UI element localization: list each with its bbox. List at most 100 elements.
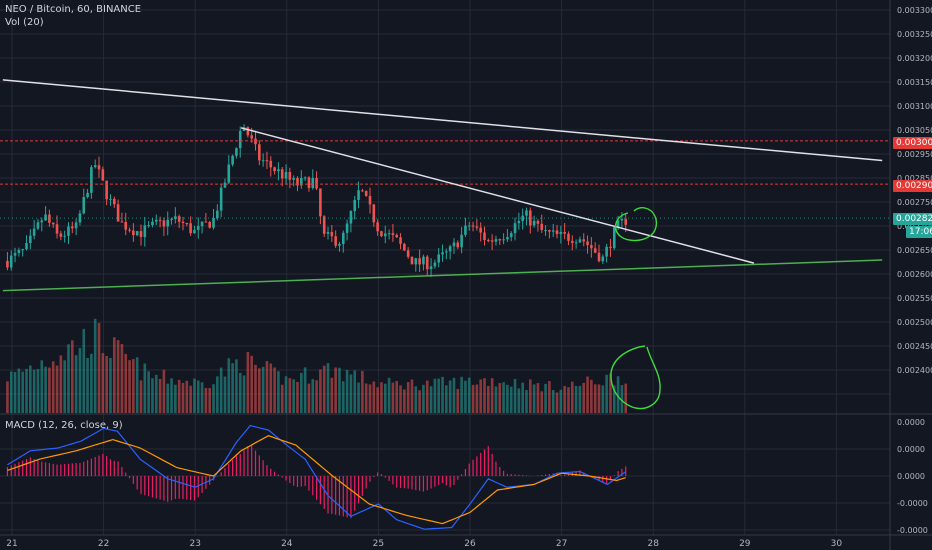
symbol-legend[interactable]: NEO / Bitcoin, 60, BINANCE — [5, 4, 142, 15]
candle-body — [105, 180, 108, 200]
candle-body — [395, 235, 399, 238]
volume-bar — [143, 363, 147, 413]
candle-body — [6, 260, 9, 268]
candle-body — [410, 256, 414, 265]
volume-bar — [139, 380, 143, 413]
candle-body — [609, 246, 612, 249]
volume-bar — [74, 355, 78, 413]
candle-body — [582, 239, 586, 242]
volume-bar — [231, 363, 234, 413]
volume-bar — [399, 385, 402, 413]
candle-body — [456, 242, 460, 248]
volume-bar — [410, 379, 414, 413]
volume-bar — [529, 379, 532, 413]
volume-bar — [151, 378, 154, 413]
candle-body — [338, 243, 341, 246]
candle-body — [506, 237, 509, 240]
macd-tick-label: 0.0000 — [897, 472, 925, 481]
time-tick-label: 24 — [281, 539, 293, 549]
volume-bar — [620, 385, 624, 413]
volume-bar — [578, 385, 582, 413]
candle-body — [216, 210, 219, 219]
candle-body — [570, 240, 574, 243]
candle-body — [525, 210, 528, 216]
time-tick-label: 22 — [98, 539, 109, 549]
macd-legend[interactable]: MACD (12, 26, close, 9) — [5, 420, 123, 431]
price-tick-label: 0.003100 — [897, 102, 932, 111]
volume-bar — [521, 382, 524, 413]
candle-body — [555, 230, 559, 235]
candle-body — [529, 210, 532, 226]
candle-body — [250, 135, 253, 139]
horizontal-levels — [0, 140, 890, 219]
candle-body — [391, 233, 395, 236]
candle-body — [605, 246, 608, 257]
candle-body — [13, 253, 17, 256]
candle-body — [376, 222, 379, 232]
volume-bar — [300, 372, 303, 413]
candle-body — [429, 266, 433, 270]
volume-bar — [525, 390, 528, 413]
volume-bar — [425, 380, 429, 413]
volume-bar — [261, 366, 265, 413]
candle-body — [544, 230, 547, 232]
volume-legend[interactable]: Vol (20) — [5, 17, 44, 28]
volume-bar — [124, 353, 128, 413]
volume-bar — [544, 383, 547, 413]
candle-body — [586, 241, 589, 246]
candle-body — [357, 190, 360, 200]
volume-bar — [254, 364, 257, 413]
candle-body — [219, 187, 223, 211]
candle-body — [29, 235, 32, 244]
volume-bar — [570, 381, 574, 413]
candle-body — [414, 258, 418, 265]
candle-body — [422, 256, 425, 265]
candle-body — [624, 218, 628, 225]
volume-bar — [269, 363, 273, 413]
candle-body — [372, 204, 376, 223]
candle-body — [25, 243, 28, 250]
volume-bar — [391, 382, 395, 413]
time-tick-label: 30 — [831, 539, 843, 549]
candle-body — [387, 233, 391, 235]
volume-bar — [479, 379, 482, 413]
volume-bar — [460, 376, 463, 413]
candle-body — [536, 220, 540, 224]
volume-bar — [483, 378, 486, 413]
volume-bar — [475, 384, 479, 413]
candle-body — [143, 225, 147, 238]
candle-body — [292, 178, 295, 180]
volume-bar — [437, 378, 441, 413]
volume-bar — [40, 360, 44, 413]
volume-bar — [280, 384, 284, 413]
macd-tick-label: -0.0000 — [897, 526, 928, 535]
price-tick-label: 0.002450 — [897, 342, 932, 351]
candle-body — [490, 240, 494, 242]
volume-bar — [13, 372, 17, 413]
candle-body — [170, 218, 173, 220]
hand-drawn-annotations — [610, 207, 661, 410]
candle-body — [311, 178, 315, 188]
candle-body — [322, 216, 326, 234]
volume-bar — [414, 386, 418, 413]
volume-bar — [574, 385, 578, 413]
candle-body — [196, 226, 200, 230]
volume-bar — [582, 382, 586, 413]
volume-bar — [296, 381, 299, 413]
volume-bar — [21, 371, 24, 413]
volume-bar — [9, 371, 13, 413]
price-tick-label: 0.002500 — [897, 318, 932, 327]
volume-bar — [101, 353, 105, 413]
price-tick-label: 0.003300 — [897, 6, 932, 15]
volume-bar — [586, 376, 589, 413]
volume-bar — [467, 377, 471, 413]
candle-body — [460, 234, 463, 248]
volume-bar — [212, 384, 215, 413]
volume-bar — [513, 378, 517, 413]
volume-bar — [55, 365, 59, 413]
candle-body — [521, 215, 524, 222]
volume-bar — [555, 392, 559, 413]
candle-body — [82, 197, 86, 214]
